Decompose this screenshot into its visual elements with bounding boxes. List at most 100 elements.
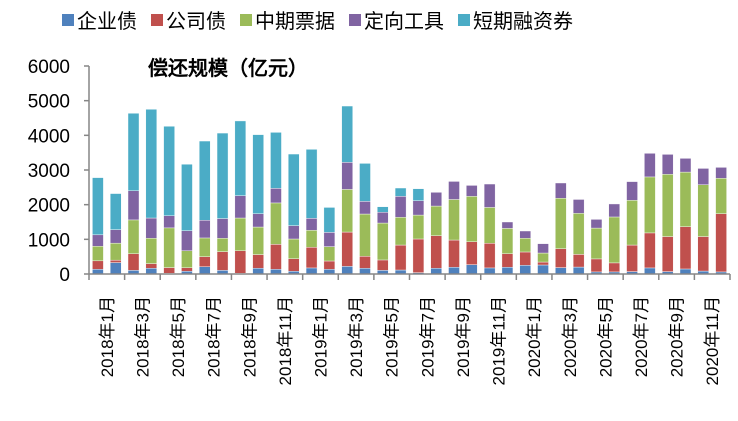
bar-segment-0-25 bbox=[537, 264, 549, 275]
bar-segment-0-23 bbox=[501, 267, 514, 275]
bar-segment-1-16 bbox=[377, 259, 389, 271]
bar-segment-2-22 bbox=[483, 207, 496, 244]
bar-segment-3-12 bbox=[305, 218, 318, 231]
bar-segment-4-16 bbox=[377, 206, 389, 213]
bar-segment-3-1 bbox=[110, 229, 122, 244]
x-tick-label: 2019年9月 bbox=[454, 296, 473, 377]
bar-segment-1-3 bbox=[145, 263, 158, 269]
bar-segment-2-16 bbox=[377, 222, 389, 261]
bar-segment-3-27 bbox=[572, 199, 585, 214]
bar-segment-0-19 bbox=[430, 268, 442, 275]
bar-segment-3-0 bbox=[92, 234, 104, 247]
bar-segment-3-35 bbox=[715, 167, 727, 179]
bar-segment-1-22 bbox=[483, 243, 496, 269]
bar-segment-4-1 bbox=[110, 193, 122, 230]
bar-segment-1-34 bbox=[697, 236, 709, 272]
bar-segment-3-34 bbox=[697, 168, 709, 185]
x-tick-label: 2018年5月 bbox=[169, 296, 188, 377]
bar-segment-1-31 bbox=[644, 232, 656, 269]
bar-segment-2-28 bbox=[590, 227, 603, 260]
bar-segment-3-25 bbox=[537, 243, 549, 254]
bar-segment-1-32 bbox=[661, 236, 674, 272]
bar-segment-4-4 bbox=[163, 126, 175, 216]
bar-segment-0-31 bbox=[644, 267, 656, 275]
bar-segment-1-14 bbox=[341, 231, 353, 267]
bar-segment-4-14 bbox=[341, 105, 353, 163]
legend-swatch-mtn bbox=[240, 13, 252, 26]
bar-segment-3-23 bbox=[501, 221, 514, 229]
bar-segment-1-5 bbox=[181, 267, 193, 272]
bar-segment-1-1 bbox=[110, 259, 122, 263]
bar-segment-3-20 bbox=[448, 181, 460, 200]
bar-segment-1-26 bbox=[555, 248, 567, 268]
bar-segment-2-33 bbox=[679, 171, 692, 227]
bar-segment-2-23 bbox=[501, 228, 514, 254]
legend-swatch-cp bbox=[458, 13, 470, 26]
bar-segment-2-14 bbox=[341, 189, 353, 233]
bar-segment-2-6 bbox=[199, 237, 211, 257]
bar-segment-2-11 bbox=[288, 238, 300, 259]
y-tick-label: 3000 bbox=[28, 161, 70, 182]
bar-segment-1-33 bbox=[679, 226, 692, 270]
legend-swatch-enterprise-bond bbox=[62, 13, 74, 26]
bar-segment-0-26 bbox=[555, 267, 567, 275]
bar-segment-2-18 bbox=[412, 214, 425, 240]
bar-segment-0-3 bbox=[145, 268, 158, 275]
bar-segment-0-21 bbox=[466, 264, 478, 275]
bar-segment-3-28 bbox=[590, 219, 603, 229]
bar-segment-4-2 bbox=[127, 113, 140, 192]
y-tick-label: 1000 bbox=[28, 230, 70, 251]
bar-segment-2-21 bbox=[466, 196, 478, 242]
bar-segment-2-8 bbox=[234, 217, 247, 251]
bar-segment-3-26 bbox=[555, 182, 567, 199]
bar-segment-1-11 bbox=[288, 258, 300, 272]
bar-segment-2-2 bbox=[127, 219, 140, 254]
bar-segment-3-22 bbox=[483, 183, 496, 208]
legend-label-cp: 短期融资券 bbox=[473, 9, 573, 33]
legend-label-mtn: 中期票据 bbox=[255, 9, 335, 33]
bar-segment-4-0 bbox=[92, 177, 104, 236]
bar-segment-3-5 bbox=[181, 230, 193, 251]
y-tick-labels: 0 1000 2000 3000 4000 5000 6000 bbox=[28, 57, 70, 286]
bar-segment-1-24 bbox=[519, 251, 531, 266]
bars-group bbox=[92, 105, 727, 275]
bar-segment-1-35 bbox=[715, 213, 727, 273]
bar-segment-3-3 bbox=[145, 217, 158, 239]
bar-segment-1-7 bbox=[216, 251, 229, 271]
x-tick-label: 2018年9月 bbox=[240, 296, 259, 377]
bar-segment-3-10 bbox=[270, 188, 282, 204]
bar-segment-4-8 bbox=[234, 120, 247, 196]
x-tick-label: 2020年7月 bbox=[632, 296, 651, 377]
bar-segment-2-9 bbox=[252, 226, 264, 255]
bar-segment-3-29 bbox=[608, 203, 620, 218]
bar-segment-1-17 bbox=[394, 244, 407, 271]
chart-legend: 企业债 公司债 中期票据 定向工具 短期融资券 bbox=[62, 5, 573, 34]
bar-segment-2-15 bbox=[359, 213, 371, 257]
bar-segment-4-7 bbox=[216, 132, 229, 219]
bar-segment-1-27 bbox=[572, 254, 585, 268]
bar-segment-3-9 bbox=[252, 213, 264, 228]
x-tick-label: 2019年3月 bbox=[347, 296, 366, 377]
y-tick-label: 2000 bbox=[28, 196, 70, 217]
bar-segment-4-15 bbox=[359, 163, 371, 202]
bar-segment-1-8 bbox=[234, 250, 247, 274]
bar-segment-1-12 bbox=[305, 247, 318, 269]
bar-segment-0-1 bbox=[110, 262, 122, 275]
bar-segment-2-0 bbox=[92, 246, 104, 262]
x-tick-label: 2018年3月 bbox=[133, 296, 152, 377]
legend-label-enterprise-bond: 企业债 bbox=[77, 9, 137, 33]
bar-segment-3-33 bbox=[679, 158, 692, 173]
bar-segment-2-32 bbox=[661, 174, 674, 237]
legend-swatch-ppn bbox=[349, 13, 361, 26]
bar-segment-2-26 bbox=[555, 198, 567, 249]
bar-segment-3-7 bbox=[216, 218, 229, 239]
bar-segment-1-19 bbox=[430, 235, 442, 269]
bar-segment-2-25 bbox=[537, 252, 549, 263]
bar-segment-3-15 bbox=[359, 201, 371, 215]
bar-segment-3-32 bbox=[661, 154, 674, 175]
legend-item-enterprise-bond: 企业债 bbox=[62, 5, 137, 34]
bar-segment-2-1 bbox=[110, 242, 122, 261]
bar-segment-1-13 bbox=[323, 260, 336, 270]
bar-segment-4-5 bbox=[181, 164, 193, 231]
